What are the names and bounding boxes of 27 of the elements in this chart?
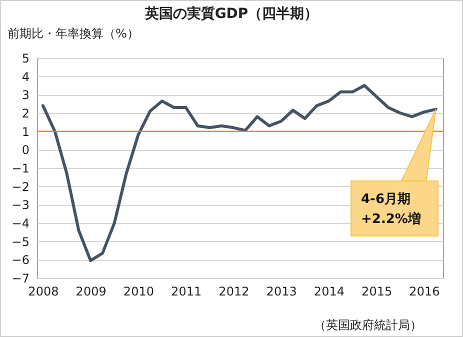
y-tick-label: −1 <box>12 162 30 176</box>
y-tick-label: −6 <box>12 253 30 268</box>
y-axis-title: 前期比・年率換算（%） <box>8 26 139 40</box>
x-tick-label: 2010 <box>123 284 154 298</box>
x-tick-label: 2013 <box>266 284 297 298</box>
y-tick-label: −5 <box>12 234 30 249</box>
x-tick-label: 2011 <box>171 284 202 298</box>
chart-title: 英国の実質GDP（四半期） <box>144 5 320 23</box>
y-tick-label: 1 <box>22 124 30 139</box>
x-tick-label: 2009 <box>76 284 106 298</box>
y-tick-label: −3 <box>12 198 30 212</box>
y-tick-label: 2 <box>22 106 30 120</box>
y-tick-label: 0 <box>22 143 30 158</box>
y-tick-label: −2 <box>12 180 30 194</box>
x-tick-label: 2014 <box>314 284 344 298</box>
line-series <box>41 84 438 262</box>
y-tick-label: −4 <box>12 216 30 230</box>
x-tick-label: 2015 <box>362 284 392 298</box>
y-tick-label: 3 <box>22 88 30 102</box>
annotation: 4-6月期 +2.2%増 <box>361 192 421 227</box>
y-tick-label: −7 <box>12 272 30 286</box>
text: （英国政府統計局） <box>314 317 422 334</box>
x-tick-label: 2016 <box>409 284 440 298</box>
x-tick-label: 2008 <box>28 284 59 298</box>
y-tick-label: 5 <box>22 52 30 66</box>
y-tick-label: 4 <box>22 70 30 84</box>
x-tick-label: 2012 <box>218 284 250 298</box>
